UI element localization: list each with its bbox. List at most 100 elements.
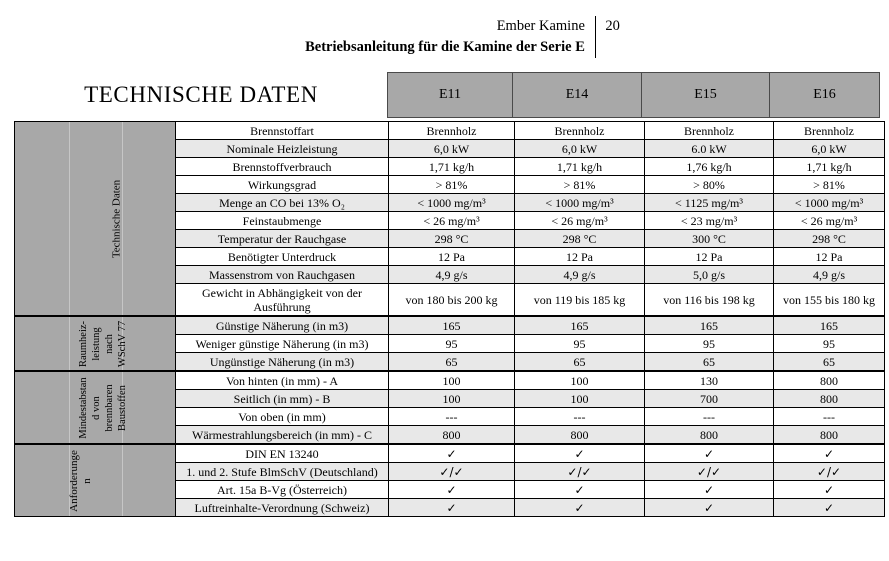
table-row: Raumheiz- leistung nach WSchV 77 Günstige… [14, 315, 885, 372]
doc-subtitle: Betriebsanleitung für die Kamine der Ser… [305, 39, 585, 56]
cell-e14: 6,0 kW [514, 139, 645, 159]
cell-e16: ✓ [773, 480, 885, 500]
cell-e11: 1,71 kg/h [388, 157, 515, 177]
cell-e16: ✓ [773, 498, 885, 518]
cell-e16: ✓/✓ [773, 462, 885, 482]
cell-e11: --- [388, 407, 515, 427]
table-row: Anforderunge n DIN EN 13240 ✓ ✓ ✓ ✓ [14, 443, 885, 518]
table-row: Menge an CO bei 13% O₂ < 1000 mg/m³ < 1000… [15, 193, 885, 213]
cell-e15: ✓ [644, 480, 774, 500]
cell-e16: > 81% [773, 175, 885, 195]
page-header-text: Ember Kamine Betriebsanleitung für die K… [305, 16, 585, 58]
column-header-e16: E16 [769, 72, 880, 119]
cell-e15: 65 [644, 352, 774, 372]
row-label: Feinstaubmenge [175, 211, 389, 231]
table-row: Von oben (in mm) --- --- --- --- [15, 407, 885, 427]
row-label: Temperatur der Rauchgase [175, 229, 389, 249]
cell-e15: 1,76 kg/h [644, 157, 774, 177]
cell-e11: 100 [388, 370, 515, 391]
cell-e15: 800 [644, 425, 774, 445]
cell-e11: 100 [388, 389, 515, 409]
brand-title: Ember Kamine [496, 18, 585, 34]
table-row: Brennstoffverbrauch 1,71 kg/h 1,71 kg/h 1,7… [15, 157, 885, 177]
row-label: Von hinten (in mm) - A [175, 370, 389, 391]
row-label: Massenstrom von Rauchgasen [175, 265, 389, 285]
row-label: Wärmestrahlungsbereich (in mm) - C [175, 425, 389, 445]
cell-e14: 100 [514, 389, 645, 409]
cell-e16: 800 [773, 425, 885, 445]
cell-e16: --- [773, 407, 885, 427]
cell-e16: von 155 bis 180 kg [773, 283, 885, 317]
row-label: Menge an CO bei 13% O₂ [175, 193, 389, 213]
table-row: Benötigter Unterdruck 12 Pa 12 Pa 12 Pa 12 P… [15, 247, 885, 267]
cell-e16: Brennholz [773, 121, 885, 141]
row-label: Brennstoffverbrauch [175, 157, 389, 177]
cell-e16: 6,0 kW [773, 139, 885, 159]
row-label: Von oben (in mm) [175, 407, 389, 427]
cell-e16: < 1000 mg/m³ [773, 193, 885, 213]
cell-e11: 165 [388, 315, 515, 336]
cell-e15: < 23 mg/m³ [644, 211, 774, 231]
row-label: Benötigter Unterdruck [175, 247, 389, 267]
cell-e15: ✓ [644, 498, 774, 518]
cell-e15: ✓/✓ [644, 462, 774, 482]
row-label: Seitlich (in mm) - B [175, 389, 389, 409]
row-label: Ungünstige Näherung (in m3) [175, 352, 389, 372]
table-title: TECHNISCHE DATEN [84, 82, 318, 108]
cell-e14: ✓/✓ [514, 462, 645, 482]
group-label-technische-daten: Technische Daten [110, 179, 123, 258]
cell-e14: 1,71 kg/h [514, 157, 645, 177]
cell-e11: 95 [388, 334, 515, 354]
cell-e11: 800 [388, 425, 515, 445]
cell-e14: --- [514, 407, 645, 427]
cell-e11: ✓/✓ [388, 462, 515, 482]
cell-e16: 800 [773, 389, 885, 409]
row-label: Wirkungsgrad [175, 175, 389, 195]
group-label-mindestabstand-von-brennbaren-baustoffen: Mindestabstan d von brennbaren Baustoffe… [78, 376, 128, 439]
row-label: DIN EN 13240 [175, 443, 389, 464]
table-row: Gewicht in Abhängigkeit von der Ausführu… [15, 283, 885, 317]
cell-e11: ✓ [388, 480, 515, 500]
cell-e14: von 119 bis 185 kg [514, 283, 645, 317]
cell-e16: 4,9 g/s [773, 265, 885, 285]
cell-e14: 100 [514, 370, 645, 391]
table-header-row: TECHNISCHE DATEN E11 E14 E15 E16 [14, 72, 884, 119]
row-label: Weniger günstige Näherung (in m3) [175, 334, 389, 354]
cell-e14: ✓ [514, 498, 645, 518]
cell-e11: ✓ [388, 498, 515, 518]
cell-e16: 1,71 kg/h [773, 157, 885, 177]
page-number: 20 [605, 18, 620, 34]
cell-e14: 95 [514, 334, 645, 354]
table-row: Nominale Heizleistung 6,0 kW 6,0 kW 6.0 kW 6… [15, 139, 885, 159]
cell-e11: ✓ [388, 443, 515, 464]
cell-e16: 165 [773, 315, 885, 336]
table-row: Mindestabstan d von brennbaren Baustoffe… [14, 370, 885, 445]
cell-e15: von 116 bis 198 kg [644, 283, 774, 317]
cell-e15: > 80% [644, 175, 774, 195]
group-cell-raumheizleistung-nach-wschv-77: Raumheiz- leistung nach WSchV 77 [14, 315, 176, 372]
page-header: Ember Kamine Betriebsanleitung für die K… [18, 0, 889, 59]
cell-e15: 5,0 g/s [644, 265, 774, 285]
column-header-e15: E15 [641, 72, 770, 119]
table-row: Technische Daten Brennstoffart Brennholz Br… [14, 121, 885, 317]
cell-e16: 12 Pa [773, 247, 885, 267]
cell-e14: 4,9 g/s [514, 265, 645, 285]
cell-e14: < 26 mg/m³ [514, 211, 645, 231]
cell-e11: < 1000 mg/m³ [388, 193, 515, 213]
cell-e14: ✓ [514, 480, 645, 500]
cell-e11: > 81% [388, 175, 515, 195]
technical-data-table-area: TECHNISCHE DATEN E11 E14 E15 E16 Technis… [14, 72, 885, 518]
cell-e14: 165 [514, 315, 645, 336]
cell-e15: 12 Pa [644, 247, 774, 267]
cell-e11: 12 Pa [388, 247, 515, 267]
cell-e14: < 1000 mg/m³ [514, 193, 645, 213]
row-label: Art. 15a B-Vg (Österreich) [175, 480, 389, 500]
cell-e15: < 1125 mg/m³ [644, 193, 774, 213]
group-cell-technische-daten: Technische Daten [14, 121, 176, 317]
group-cell-anforderungen: Anforderunge n [14, 443, 176, 518]
cell-e16: < 26 mg/m³ [773, 211, 885, 231]
cell-e16: 95 [773, 334, 885, 354]
table-row: Luftreinhalte-Verordnung (Schweiz) ✓ ✓ ✓ ✓ [15, 498, 885, 518]
cell-e16: 65 [773, 352, 885, 372]
group-cell-mindestabstand-von-brennbaren-baustoffen: Mindestabstan d von brennbaren Baustoffe… [14, 370, 176, 445]
